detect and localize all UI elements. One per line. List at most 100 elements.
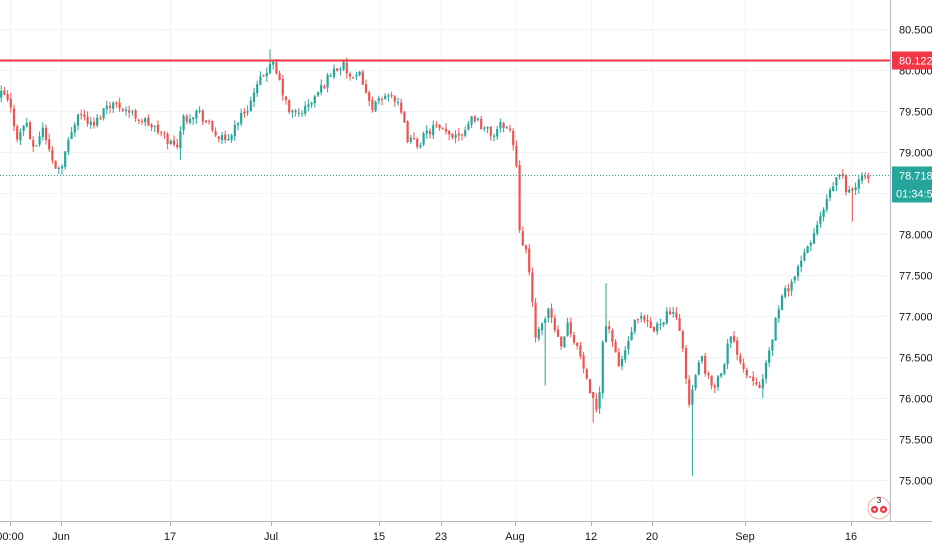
candle-body <box>489 126 492 136</box>
candle-body <box>816 224 819 234</box>
candle-body <box>137 119 140 121</box>
candle-body <box>0 90 3 98</box>
candle-body <box>627 340 630 350</box>
candle-body <box>454 134 457 138</box>
candle-body <box>32 140 35 147</box>
candle-body <box>380 99 384 101</box>
candle-body <box>240 112 243 124</box>
candle-body <box>153 125 156 127</box>
candle-body <box>780 296 784 310</box>
candle-body <box>48 139 51 150</box>
candle-body <box>278 73 281 80</box>
candle-body <box>368 92 371 101</box>
candle-body <box>80 114 83 116</box>
candle-body <box>867 176 870 179</box>
candle-body <box>752 376 755 382</box>
candle-body <box>361 71 364 85</box>
candle-body <box>259 76 262 85</box>
candle-body <box>422 133 425 145</box>
candle-body <box>502 123 505 129</box>
candle-body <box>630 331 633 341</box>
candle-body <box>288 100 291 113</box>
bar-countdown-label: 01:34:56 <box>896 189 932 201</box>
candle-body <box>812 232 816 244</box>
time-tick-label: Sep <box>735 531 755 543</box>
candle-body <box>179 131 182 149</box>
candle-body <box>540 323 544 331</box>
candle-body <box>598 392 601 409</box>
candle-body <box>284 96 288 100</box>
candle-body <box>403 111 406 123</box>
price-tick-label: 76.000 <box>899 394 932 406</box>
candle-body <box>835 177 838 186</box>
candle-body <box>476 119 480 121</box>
price-tick-label: 75.000 <box>899 476 932 488</box>
candle-body <box>176 144 179 148</box>
candle-body <box>665 311 668 324</box>
candle-body <box>832 186 835 191</box>
candle-body <box>582 355 585 369</box>
candle-body <box>777 309 780 319</box>
candle-body <box>86 116 89 124</box>
candle-body <box>131 111 134 113</box>
candle-body <box>508 128 512 131</box>
candle-body <box>739 355 742 363</box>
candle-body <box>432 125 435 136</box>
candle-body <box>646 320 649 322</box>
candle-body <box>150 124 153 128</box>
candle-body <box>563 336 566 348</box>
candle-body <box>595 398 598 410</box>
candle-body <box>684 348 688 379</box>
candle-body <box>822 209 825 217</box>
candle-body <box>457 133 460 136</box>
candle-body <box>169 140 172 145</box>
candle-body <box>112 102 115 109</box>
candle-body <box>358 71 361 76</box>
candle-body <box>758 384 761 388</box>
candle-body <box>44 127 48 141</box>
candle-body <box>857 179 860 189</box>
candle-body <box>720 373 723 377</box>
candle-body <box>755 382 758 385</box>
time-tick-label: 20 <box>646 531 658 543</box>
candle-body <box>473 116 476 122</box>
candle-body <box>771 339 774 351</box>
candle-body <box>76 114 80 126</box>
candle-body <box>537 329 540 339</box>
candle-body <box>339 69 342 71</box>
candle-body <box>636 318 640 320</box>
candle-body <box>35 145 38 147</box>
time-tick-label: Aug <box>505 531 525 543</box>
candle-body <box>140 120 144 122</box>
candle-body <box>550 308 553 318</box>
candle-body <box>374 101 377 112</box>
candle-body <box>787 288 790 292</box>
candle-body <box>464 130 467 136</box>
price-axis-background[interactable] <box>891 0 932 522</box>
candle-body <box>460 134 464 136</box>
candle-body <box>681 331 684 349</box>
time-tick-label: 12 <box>585 531 597 543</box>
candle-body <box>649 321 652 329</box>
candle-body <box>377 98 380 101</box>
candle-body <box>326 74 329 88</box>
candle-body <box>793 276 796 281</box>
candle-body <box>329 75 332 77</box>
candle-body <box>304 106 307 114</box>
candle-body <box>556 329 560 337</box>
candle-body <box>243 111 246 114</box>
candle-body <box>528 248 531 273</box>
candle-body <box>492 135 496 137</box>
resistance-price-label: 80.122 <box>899 56 932 68</box>
candle-body <box>262 75 265 77</box>
candle-body <box>518 165 521 231</box>
candle-body <box>406 121 409 143</box>
candle-body <box>560 336 563 347</box>
candle-body <box>393 96 396 102</box>
candle-body <box>688 379 691 405</box>
candle-body <box>416 139 419 147</box>
tradingview-logo-icon[interactable]: 3 <box>867 496 891 520</box>
candle-body <box>412 138 416 140</box>
candle-body <box>246 111 249 113</box>
